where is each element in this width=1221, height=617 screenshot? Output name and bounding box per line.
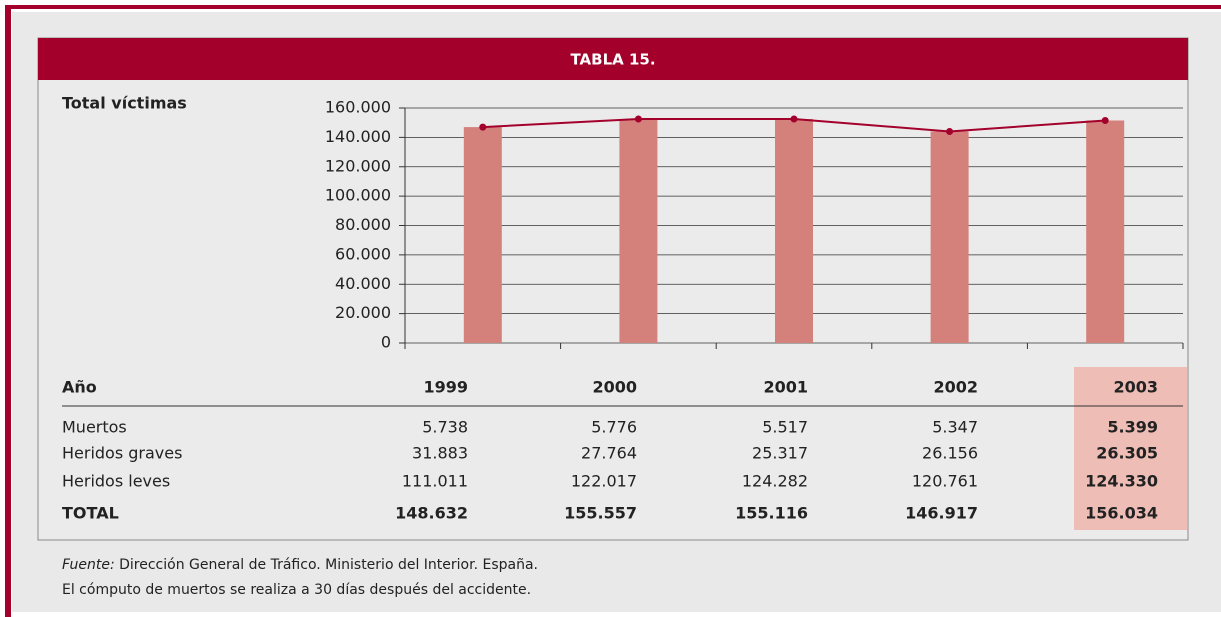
- line-point: [946, 128, 954, 135]
- cell: 5.738: [422, 418, 468, 437]
- cell: 5.347: [932, 418, 978, 437]
- header-cell: 2003: [1113, 378, 1158, 397]
- left-rule: [5, 5, 11, 617]
- bar: [463, 127, 502, 343]
- cell: 156.034: [1085, 504, 1158, 523]
- cell: Heridos graves: [62, 444, 182, 463]
- cell: 5.399: [1107, 418, 1158, 437]
- title-bar: [38, 38, 1188, 80]
- cell: 5.776: [591, 418, 637, 437]
- y-tick-label: 20.000: [335, 303, 391, 322]
- y-tick-label: 160.000: [325, 98, 391, 117]
- y-tick-label: 100.000: [325, 186, 391, 205]
- cell: 26.305: [1096, 444, 1158, 463]
- top-rule: [5, 5, 1221, 9]
- bar: [619, 119, 658, 343]
- cell: 111.011: [402, 472, 468, 491]
- cell: TOTAL: [62, 504, 119, 523]
- cell: 124.282: [742, 472, 808, 491]
- cell: 124.330: [1085, 472, 1158, 491]
- line-point: [1101, 116, 1109, 124]
- y-tick-label: 40.000: [335, 274, 391, 293]
- header-cell: Año: [62, 378, 97, 397]
- cell: 27.764: [581, 444, 637, 463]
- cell: Heridos leves: [62, 472, 170, 491]
- line-point: [790, 115, 798, 123]
- cell: 148.632: [395, 504, 468, 523]
- line-point: [634, 115, 642, 123]
- chart-title: Total víctimas: [62, 94, 187, 113]
- cell: 120.761: [912, 472, 978, 491]
- cell: 5.517: [762, 418, 808, 437]
- header-cell: 2002: [933, 378, 978, 397]
- y-tick-label: 80.000: [335, 215, 391, 234]
- footer-source: Fuente: Dirección General de Tráfico. Mi…: [62, 557, 538, 573]
- footer-note: El cómputo de muertos se realiza a 30 dí…: [62, 582, 531, 598]
- bar: [1086, 120, 1125, 343]
- cell: 155.116: [735, 504, 808, 523]
- cell: 25.317: [752, 444, 808, 463]
- cell: 122.017: [571, 472, 637, 491]
- y-tick-label: 60.000: [335, 244, 391, 263]
- line-point: [479, 123, 487, 131]
- bar: [775, 119, 813, 343]
- bar: [930, 131, 969, 343]
- cell: 146.917: [905, 504, 978, 523]
- box: [37, 37, 1189, 541]
- header-cell: 2000: [592, 378, 637, 397]
- cell: Muertos: [62, 418, 127, 437]
- cell: 31.883: [412, 444, 468, 463]
- y-tick-label: 120.000: [325, 156, 391, 175]
- highlight-column: [1074, 367, 1187, 530]
- header-cell: 1999: [423, 378, 468, 397]
- cell: 155.557: [564, 504, 637, 523]
- header-cell: 2001: [763, 378, 808, 397]
- y-tick-label: 140.000: [325, 127, 391, 146]
- y-tick-label: 0: [381, 333, 391, 352]
- table-title: TABLA 15.: [570, 51, 655, 69]
- cell: 26.156: [922, 444, 978, 463]
